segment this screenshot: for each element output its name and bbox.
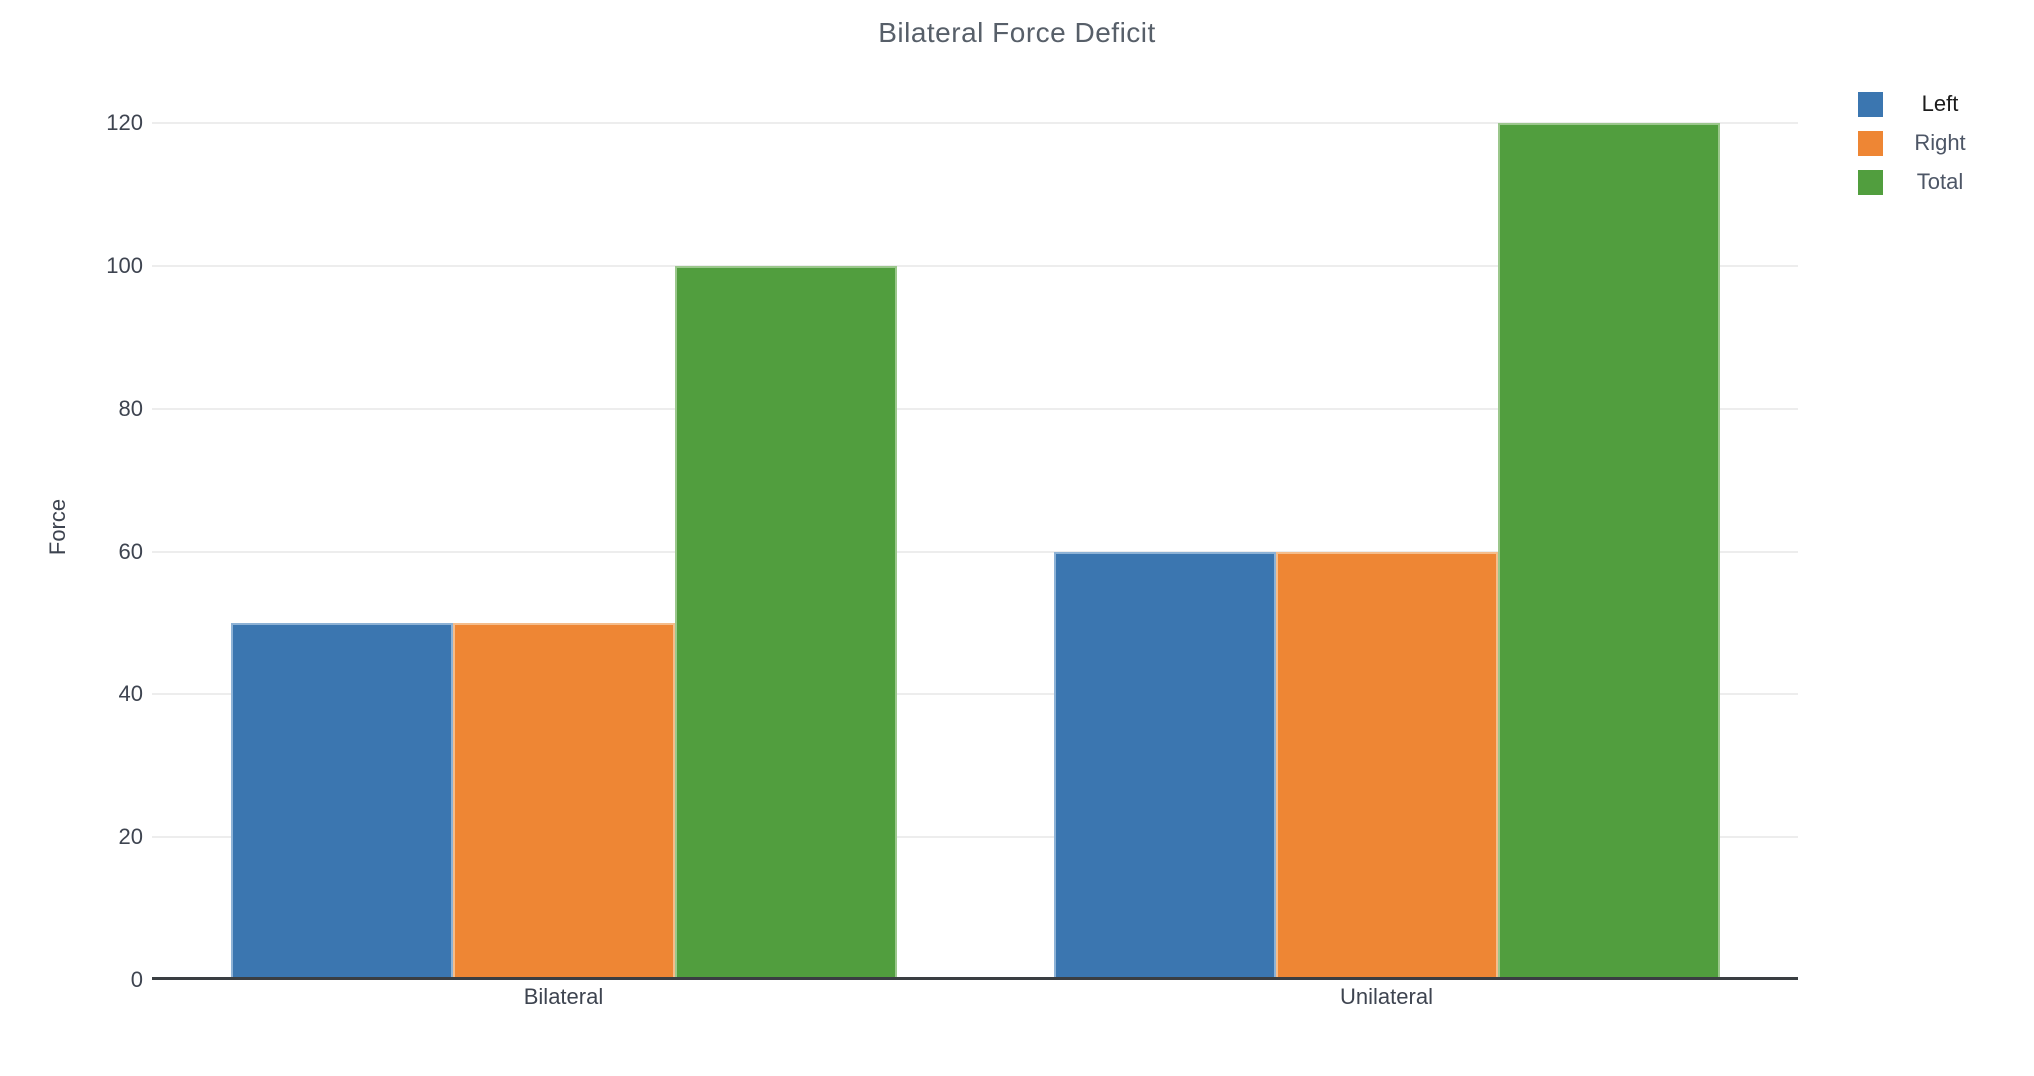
legend-swatch-total — [1858, 169, 1883, 195]
gridline-60 — [152, 550, 1798, 553]
legend-label-left: Left — [1921, 91, 1959, 116]
y-tick-label-40: 40 — [118, 681, 143, 707]
gridline-40 — [152, 693, 1798, 696]
bar-bilateral-left[interactable] — [230, 622, 453, 980]
y-tick-label-100: 100 — [106, 252, 143, 278]
y-tick-label-0: 0 — [130, 967, 143, 992]
gridline-80 — [152, 407, 1798, 410]
y-tick-label-20: 20 — [118, 824, 143, 850]
y-tick-label-120: 120 — [106, 110, 143, 135]
x-category-label-bilateral: Bilateral — [523, 984, 604, 1009]
legend-swatch-right — [1858, 130, 1883, 156]
legend-swatch-left — [1858, 91, 1883, 117]
legend-label-right: Right — [1914, 130, 1966, 155]
legend-item-total[interactable]: Total — [1858, 169, 1997, 195]
legend-label-total: Total — [1916, 169, 1964, 194]
plot-area — [152, 122, 1798, 980]
gridline-100 — [152, 264, 1798, 267]
legend: Left Right Total — [1858, 91, 1997, 208]
bar-unilateral-right[interactable] — [1275, 551, 1498, 980]
legend-item-right[interactable]: Right — [1858, 130, 1997, 156]
bar-bilateral-right[interactable] — [452, 622, 675, 980]
x-axis-line — [152, 977, 1798, 980]
x-category-label-unilateral: Unilateral — [1340, 984, 1433, 1009]
y-tick-label-60: 60 — [118, 538, 143, 564]
bar-unilateral-total[interactable] — [1497, 123, 1720, 980]
bar-unilateral-left[interactable] — [1053, 551, 1276, 980]
bar-bilateral-total[interactable] — [674, 265, 897, 980]
chart-title: Bilateral Force Deficit — [878, 17, 1156, 48]
y-tick-label-80: 80 — [118, 395, 143, 421]
legend-item-left[interactable]: Left — [1858, 91, 1997, 117]
gridline-20 — [152, 836, 1798, 839]
gridline-120 — [152, 122, 1798, 124]
